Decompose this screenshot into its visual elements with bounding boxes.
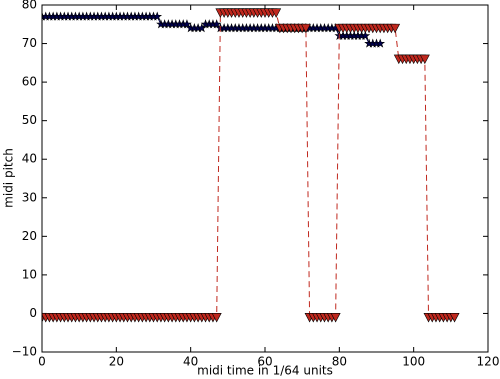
y-tick-label: 10 <box>22 267 37 281</box>
marker <box>330 313 341 323</box>
marker <box>211 19 222 29</box>
y-tick-label: 0 <box>29 306 37 320</box>
y-tick-label: 70 <box>22 36 37 50</box>
marker <box>375 38 386 48</box>
series-line <box>42 12 455 318</box>
y-tick-label: 50 <box>22 113 37 127</box>
marker <box>449 313 460 323</box>
x-tick-label: 60 <box>257 355 272 369</box>
plot <box>42 8 460 323</box>
marker <box>211 313 222 323</box>
y-axis-label: midi pitch <box>2 148 16 208</box>
x-tick-label: 20 <box>109 355 124 369</box>
plot-frame <box>41 4 489 353</box>
y-tick-label: 20 <box>22 229 37 243</box>
x-axis-label: midi time in 1/64 units <box>197 364 333 378</box>
x-tick-label: 40 <box>183 355 198 369</box>
marker <box>300 23 311 34</box>
marker <box>360 30 371 40</box>
x-tick-label: 0 <box>38 355 46 369</box>
y-tick-label: 30 <box>22 190 37 204</box>
y-tick-label: −10 <box>12 345 37 359</box>
x-tick-label: 120 <box>477 355 500 369</box>
y-tick-label: 40 <box>22 152 37 166</box>
marker <box>419 54 430 65</box>
marker <box>182 19 192 29</box>
y-tick-label: 80 <box>22 0 37 12</box>
x-tick-label: 100 <box>402 355 425 369</box>
marker <box>271 8 282 18</box>
y-tick-label: 60 <box>22 75 37 89</box>
marker <box>152 11 163 21</box>
marker <box>390 23 401 34</box>
x-tick-label: 80 <box>332 355 347 369</box>
